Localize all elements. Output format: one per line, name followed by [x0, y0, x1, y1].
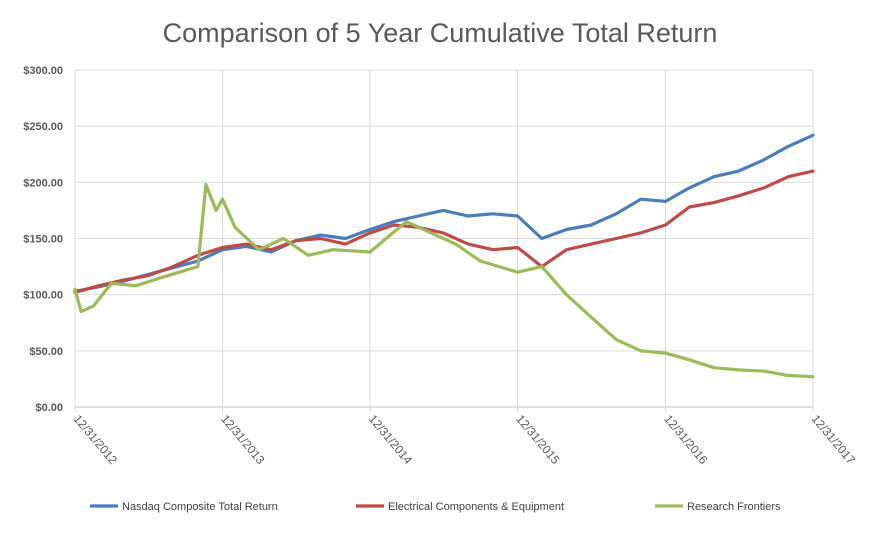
legend-label-3: Research Frontiers: [687, 501, 781, 513]
chart-title: Comparison of 5 Year Cumulative Total Re…: [163, 18, 718, 48]
y-tick-label: $0.00: [35, 402, 63, 414]
legend: Nasdaq Composite Total Return Electrical …: [90, 501, 781, 513]
series-line-3: [73, 183, 815, 379]
y-tick-label: $100.00: [23, 290, 63, 302]
y-tick-label: $50.00: [29, 346, 63, 358]
series-layer: [73, 133, 815, 379]
y-axis-ticks: $0.00 $50.00 $100.00 $150.00 $200.00 $250.00 $…: [23, 65, 63, 414]
y-tick-label: $300.00: [23, 65, 63, 77]
y-tick-label: $250.00: [23, 121, 63, 133]
legend-label-2: Electrical Components & Equipment: [388, 501, 564, 513]
y-tick-label: $150.00: [23, 234, 63, 246]
legend-label-1: Nasdaq Composite Total Return: [122, 501, 278, 513]
y-tick-label: $200.00: [23, 177, 63, 189]
grid-layer: [74, 69, 814, 412]
